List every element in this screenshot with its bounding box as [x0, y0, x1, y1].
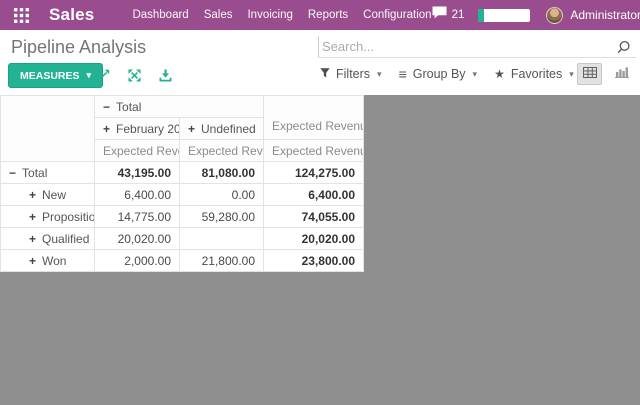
table-row: + Qualified 20,020.00 20,020.00	[0, 227, 364, 250]
page-title: Pipeline Analysis	[11, 37, 147, 57]
download-xlsx-icon[interactable]	[159, 68, 173, 82]
user-name: Administrator	[570, 8, 640, 22]
table-row: + New 6,400.00 0.00 6,400.00	[0, 183, 364, 206]
filter-bar: Filters ▾ ≡ Group By ▾ ★ Favorites ▾	[320, 67, 591, 81]
comment-icon	[432, 6, 447, 24]
measure-header[interactable]: Expected Revenue	[179, 139, 264, 162]
content-area: −Total Expected Revenue +February 2016 +…	[0, 95, 640, 405]
measure-header[interactable]: Expected Revenue	[94, 139, 180, 162]
pivot-cell: 14,775.00	[94, 205, 180, 228]
pivot-cell: 59,280.00	[179, 205, 264, 228]
pivot-cell: 23,800.00	[263, 249, 364, 272]
menu-item-dashboard[interactable]: Dashboard	[132, 9, 189, 21]
expand-icon[interactable]: +	[29, 253, 37, 268]
favorites-label: Favorites	[510, 67, 563, 81]
row-header-proposition[interactable]: +Proposition	[0, 205, 95, 228]
messages-indicator[interactable]: 21	[432, 6, 465, 24]
flip-axis-icon[interactable]	[97, 68, 111, 82]
pivot-cell	[179, 227, 264, 250]
pivot-cell: 43,195.00	[94, 161, 180, 184]
pivot-cell: 6,400.00	[263, 183, 364, 206]
user-menu[interactable]: Administrator ▾	[546, 6, 640, 24]
favorites-menu[interactable]: ★ Favorites ▾	[494, 67, 574, 81]
caret-down-icon: ▾	[472, 68, 478, 79]
menu-item-configuration[interactable]: Configuration	[363, 9, 432, 21]
pivot-toolbar	[97, 68, 173, 82]
table-row: − Total 43,195.00 81,080.00 124,275.00	[0, 161, 364, 184]
apps-menu-icon[interactable]	[14, 5, 29, 25]
pivot-corner-cell	[0, 95, 95, 162]
app-brand[interactable]: Sales	[49, 5, 95, 24]
measure-header[interactable]: Expected Revenue	[263, 139, 364, 162]
search-input[interactable]	[318, 36, 636, 57]
search-icon[interactable]	[617, 40, 631, 59]
pivot-cell: 20,020.00	[94, 227, 180, 250]
filters-menu[interactable]: Filters ▾	[320, 67, 382, 81]
expand-all-icon[interactable]	[128, 68, 142, 82]
pivot-cell: 81,080.00	[179, 161, 264, 184]
pivot-cell: 124,275.00	[263, 161, 364, 184]
group-by-menu[interactable]: ≡ Group By ▾	[399, 67, 478, 81]
pivot-table: −Total Expected Revenue +February 2016 +…	[0, 95, 364, 272]
expand-icon[interactable]: +	[103, 121, 111, 136]
col-group-february-2016-header[interactable]: +February 2016	[94, 117, 180, 140]
pivot-cell: 2,000.00	[94, 249, 180, 272]
pivot-cell: 0.00	[179, 183, 264, 206]
planner-progress-fill	[478, 8, 484, 22]
menu-item-reports[interactable]: Reports	[307, 9, 349, 21]
filter-icon	[320, 67, 330, 81]
expand-icon[interactable]: +	[29, 231, 37, 246]
row-header-qualified[interactable]: + Qualified	[0, 227, 95, 250]
filters-label: Filters	[336, 67, 371, 81]
bar-chart-icon	[614, 65, 629, 83]
group-by-icon: ≡	[398, 66, 407, 82]
avatar	[546, 6, 564, 24]
planner-progress-bar[interactable]	[478, 8, 531, 22]
row-header-total[interactable]: − Total	[0, 161, 95, 184]
star-icon: ★	[494, 67, 505, 81]
view-switcher	[577, 63, 634, 85]
caret-down-icon: ▾	[377, 68, 382, 79]
search-box	[318, 36, 636, 58]
total-column-measure-header[interactable]: Expected Revenue	[263, 95, 364, 140]
pivot-view-button[interactable]	[577, 63, 602, 85]
menu-item-sales[interactable]: Sales	[203, 9, 233, 21]
pivot-cell: 6,400.00	[94, 183, 180, 206]
expand-icon[interactable]: +	[29, 187, 37, 202]
topbar: Sales Dashboard Sales Invoicing Reports …	[0, 0, 640, 30]
row-header-won[interactable]: + Won	[0, 249, 95, 272]
expand-icon[interactable]: +	[29, 209, 37, 224]
main-menu: Dashboard Sales Invoicing Reports Config…	[132, 9, 431, 21]
caret-down-icon: ▾	[569, 68, 574, 79]
topbar-right: 21 Administrator ▾	[432, 6, 640, 24]
col-group-undefined-header[interactable]: + Undefined	[179, 117, 264, 140]
measures-button-label: MEASURES	[20, 69, 80, 82]
col-group-total-header[interactable]: − Total	[94, 95, 264, 118]
expand-icon[interactable]: +	[188, 121, 196, 136]
menu-item-invoicing[interactable]: Invoicing	[247, 9, 293, 21]
pivot-cell: 21,800.00	[179, 249, 264, 272]
pivot-cell: 74,055.00	[263, 205, 364, 228]
measures-button[interactable]: MEASURES ▾	[8, 63, 104, 88]
row-header-new[interactable]: + New	[0, 183, 95, 206]
table-row: + Won 2,000.00 21,800.00 23,800.00	[0, 249, 364, 272]
pivot-grid-icon	[582, 65, 597, 83]
messages-count: 21	[451, 9, 465, 21]
table-row: +Proposition 14,775.00 59,280.00 74,055.…	[0, 205, 364, 228]
group-by-label: Group By	[412, 67, 466, 81]
collapse-icon[interactable]: −	[103, 99, 111, 114]
pivot-cell: 20,020.00	[263, 227, 364, 250]
collapse-icon[interactable]: −	[9, 165, 17, 180]
graph-view-button[interactable]	[609, 63, 634, 85]
caret-down-icon: ▾	[86, 70, 92, 80]
